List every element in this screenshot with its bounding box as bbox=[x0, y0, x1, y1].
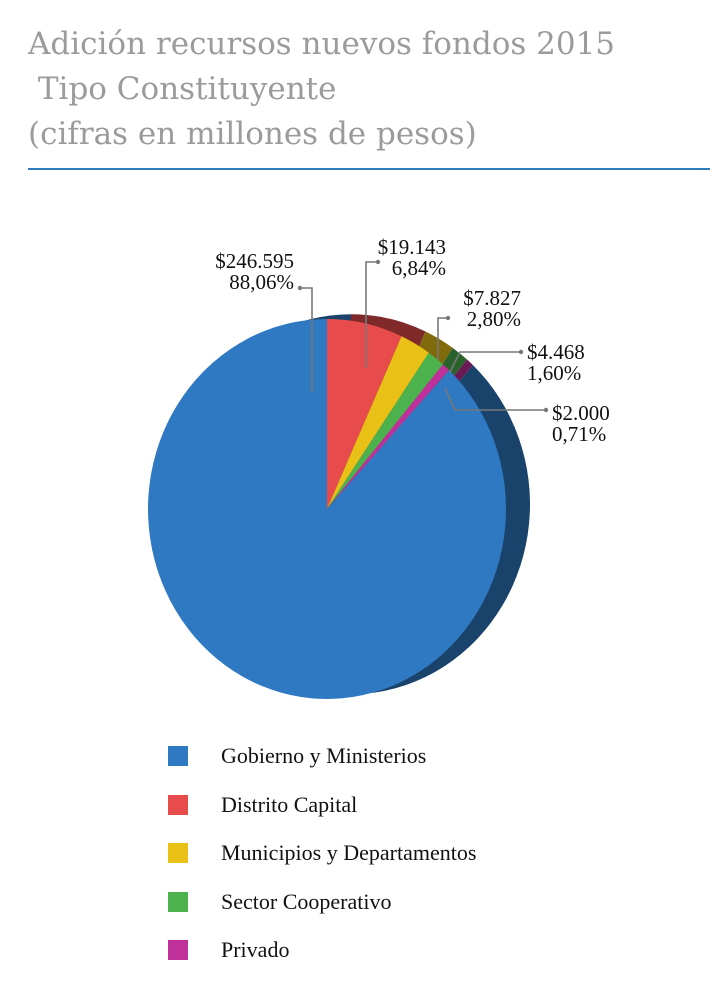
leader-line-gobierno-y-ministerios bbox=[300, 287, 313, 392]
legend-item: Distrito Capital bbox=[168, 781, 476, 830]
chart-title-line-2: Tipo Constituyente bbox=[28, 71, 337, 107]
pie-slice-gobierno-y-ministerios bbox=[148, 319, 507, 700]
data-label-percent-gobierno-y-ministerios: 88,06% bbox=[229, 270, 294, 294]
legend-item: Municipios y Departamentos bbox=[168, 829, 476, 878]
data-label-value-gobierno-y-ministerios: $246.595 bbox=[215, 249, 294, 273]
legend-swatch-distrito bbox=[168, 794, 188, 815]
leader-dot bbox=[445, 315, 451, 321]
data-label-value-distrito-capital: $19.143 bbox=[378, 235, 446, 259]
legend-label: Distrito Capital bbox=[221, 791, 358, 817]
data-label-percent-municipios-y-departamentos: 2,80% bbox=[467, 307, 521, 331]
legend-swatch-gobierno bbox=[168, 746, 188, 767]
legend-swatch-privado bbox=[168, 940, 188, 961]
data-label-percent-sector-cooperativo: 1,60% bbox=[527, 361, 581, 385]
legend-swatch-cooperativo bbox=[168, 891, 188, 912]
data-label-value-sector-cooperativo: $4.468 bbox=[527, 340, 585, 364]
pie-slice-sector-cooperativo bbox=[327, 352, 444, 509]
data-label-percent-privado: 0,71% bbox=[552, 422, 606, 446]
legend-swatch-municipios bbox=[168, 843, 188, 864]
leader-dot bbox=[297, 285, 303, 291]
pie-slices bbox=[148, 319, 507, 700]
pie-slice-municipios-y-departamentos bbox=[327, 336, 429, 509]
leader-line-distrito-capital bbox=[365, 261, 378, 368]
legend-item: Sector Cooperativo bbox=[168, 878, 476, 927]
leader-line-municipios-y-departamentos bbox=[437, 317, 448, 360]
leader-dot bbox=[518, 349, 524, 355]
legend-label: Municipios y Departamentos bbox=[221, 840, 477, 866]
data-label-value-privado: $2.000 bbox=[552, 401, 610, 425]
legend-label: Sector Cooperativo bbox=[221, 888, 392, 914]
leader-dot bbox=[543, 407, 549, 413]
pie-slice-distrito-capital bbox=[327, 319, 402, 509]
leader-line-privado bbox=[444, 387, 546, 411]
title-divider bbox=[28, 168, 710, 170]
pie-slice-privado bbox=[327, 364, 450, 509]
legend-label: Gobierno y Ministerios bbox=[221, 743, 427, 769]
leader-line-sector-cooperativo bbox=[449, 351, 521, 373]
chart-title-line-3: (cifras en millones de pesos) bbox=[28, 116, 477, 152]
chart-title-line-1: Adición recursos nuevos fondos 2015 bbox=[28, 26, 616, 62]
legend-item: Privado bbox=[168, 926, 476, 975]
legend-item: Gobierno y Ministerios bbox=[168, 732, 476, 781]
data-label-value-municipios-y-departamentos: $7.827 bbox=[463, 286, 521, 310]
chart-title: Adición recursos nuevos fondos 2015 Tipo… bbox=[28, 22, 698, 157]
legend: Gobierno y Ministerios Distrito Capital … bbox=[168, 732, 476, 975]
legend-label: Privado bbox=[221, 937, 290, 963]
data-label-percent-distrito-capital: 6,84% bbox=[392, 256, 446, 280]
leader-lines bbox=[297, 259, 549, 413]
leader-dot bbox=[375, 259, 381, 265]
